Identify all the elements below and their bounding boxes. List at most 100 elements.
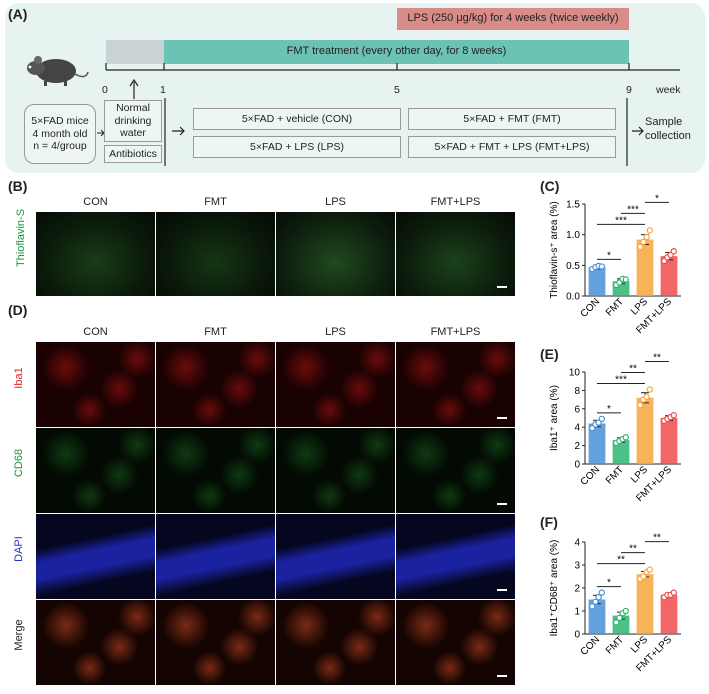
category-label: CON (579, 296, 603, 320)
y-tick-label: 0 (574, 460, 580, 471)
image-cd68-con (36, 428, 155, 513)
col-head-d-fmtlps: FMT+LPS (430, 326, 481, 338)
y-axis-label: Iba1⁺CD68⁺ area (%) (549, 540, 560, 637)
col-head-d-con: CON (83, 326, 108, 338)
arrow-up-icon (129, 78, 139, 99)
data-point (636, 401, 644, 409)
image-merge-con (36, 600, 155, 685)
col-head-b-fmtlps: FMT+LPS (430, 196, 481, 208)
data-point (670, 412, 678, 419)
water-line-2: drinking (114, 114, 152, 127)
col-head-b-fmt: FMT (204, 196, 227, 208)
y-tick-label: 1.5 (566, 200, 580, 211)
category-label: CON (579, 634, 603, 658)
image-dapi-fmtlps (396, 514, 515, 599)
group-fmt: 5×FAD + FMT (FMT) (408, 108, 616, 130)
image-cd68-fmt (156, 428, 275, 513)
data-point (598, 263, 606, 270)
y-tick-label: 0.5 (566, 261, 580, 272)
data-point (646, 566, 654, 573)
mice-info-box: 5×FAD mice 4 month old n = 4/group (24, 104, 96, 164)
significance-label: ** (629, 363, 637, 374)
data-point (670, 248, 678, 255)
bar-3 (660, 256, 678, 296)
data-point (646, 227, 654, 234)
significance-label: ** (617, 555, 625, 566)
panel-label-a: (A) (8, 6, 28, 22)
data-point (643, 393, 650, 401)
scale-bar (497, 286, 507, 288)
mice-line-1: 5×FAD mice (31, 115, 89, 128)
significance-label: *** (627, 204, 639, 215)
tick-5: 5 (394, 84, 400, 96)
outcome-line-2: collection (645, 129, 691, 142)
data-point (670, 589, 678, 596)
significance-label: ** (629, 544, 637, 555)
scale-bar (497, 503, 507, 505)
significance-label: *** (615, 374, 627, 385)
col-head-b-lps: LPS (325, 196, 346, 208)
y-tick-label: 6 (574, 404, 580, 415)
image-dapi-lps (276, 514, 395, 599)
y-tick-label: 10 (569, 368, 581, 379)
data-point (598, 589, 606, 596)
water-box: Normal drinking water (104, 100, 162, 142)
mice-line-3: n = 4/group (33, 140, 87, 153)
significance-label: * (607, 250, 611, 261)
y-tick-label: 2 (574, 441, 580, 452)
tick-1: 1 (160, 84, 166, 96)
bar-3 (660, 594, 678, 634)
category-label: FMT (604, 464, 626, 486)
row-label-cd68: CD68 (13, 448, 25, 478)
image-cd68-lps (276, 428, 395, 513)
significance-label: * (607, 404, 611, 415)
image-iba1-lps (276, 342, 395, 427)
data-point (592, 598, 599, 606)
data-point (598, 415, 606, 423)
data-point (589, 603, 596, 610)
y-tick-label: 3 (574, 561, 580, 572)
y-tick-label: 2 (574, 584, 580, 595)
mouse-icon (27, 56, 89, 86)
bar-0 (588, 267, 606, 296)
antibiotics-box: Antibiotics (104, 145, 162, 163)
image-iba1-fmtlps (396, 342, 515, 427)
row-label-iba1: Iba1 (13, 367, 25, 389)
significance-label: ** (653, 533, 661, 544)
image-merge-fmt (156, 600, 275, 685)
thioflavin-image-fmt (156, 212, 275, 296)
col-head-d-fmt: FMT (204, 326, 227, 338)
bracket-arrow (164, 98, 185, 166)
image-merge-fmtlps (396, 600, 515, 685)
group-con: 5×FAD + vehicle (CON) (193, 108, 401, 130)
outcome-label: Sample collection (645, 116, 691, 144)
y-tick-label: 1 (574, 607, 580, 618)
image-iba1-fmt (156, 342, 275, 427)
y-axis-label: Thioflavin-s⁺ area (%) (549, 201, 560, 299)
outcome-line-1: Sample (645, 116, 683, 128)
data-point (595, 593, 602, 601)
data-point (640, 238, 647, 246)
bar-2 (636, 397, 654, 464)
row-label-dapi: DAPI (13, 536, 25, 562)
significance-label: * (655, 193, 659, 204)
y-tick-label: 4 (574, 423, 580, 434)
group-fmt-lps: 5×FAD + FMT + LPS (FMT+LPS) (408, 136, 616, 158)
antibiotic-period-bar (106, 40, 164, 64)
bar-0 (588, 423, 606, 464)
fmt-bar: FMT treatment (every other day, for 8 we… (164, 40, 629, 64)
category-label: FMT (604, 296, 626, 318)
data-point (622, 607, 630, 615)
data-point (643, 233, 650, 241)
data-point (612, 619, 620, 626)
data-point (636, 243, 644, 251)
y-tick-label: 0 (574, 630, 580, 641)
image-iba1-con (36, 342, 155, 427)
tick-9: 9 (626, 84, 632, 96)
lps-bar: LPS (250 μg/kg) for 4 weeks (twice weekl… (397, 8, 629, 30)
thioflavin-image-con (36, 212, 155, 296)
data-point (622, 434, 630, 441)
image-dapi-con (36, 514, 155, 599)
